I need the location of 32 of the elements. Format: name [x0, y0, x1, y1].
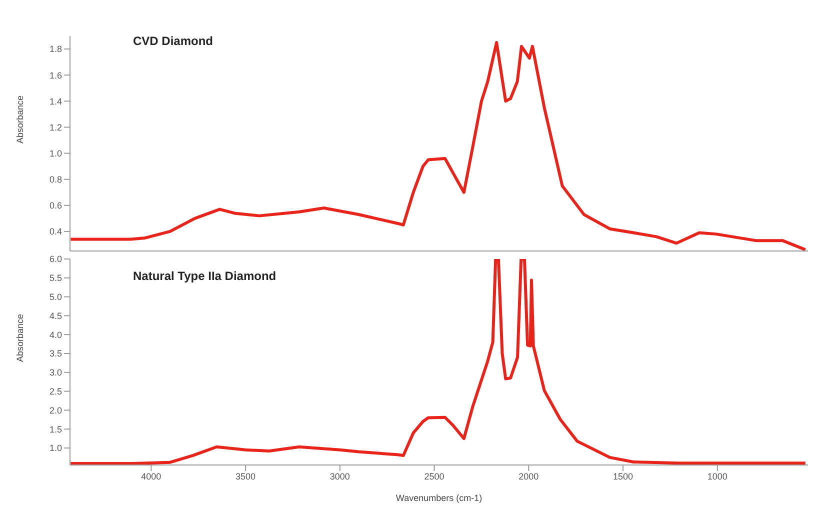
- x-tick-label: 3500: [236, 471, 256, 482]
- chart-title: CVD Diamond: [133, 34, 214, 48]
- y-tick-label: 4.5: [49, 310, 62, 321]
- y-axis-title: Absorbance: [15, 314, 26, 362]
- x-tick-label: 2500: [424, 471, 444, 482]
- y-tick-label: 2.5: [49, 386, 62, 396]
- y-tick-label: 1.8: [49, 44, 62, 54]
- x-tick-label: 3000: [330, 471, 350, 482]
- x-tick-label: 1500: [613, 471, 634, 482]
- y-tick-label: 3.0: [49, 368, 62, 378]
- y-tick-label: 1.6: [49, 70, 62, 80]
- y-tick-label: 5.5: [49, 273, 62, 284]
- text: Natural Type IIa Diamond: [133, 269, 276, 283]
- line-series: [70, 259, 807, 465]
- y-axis-title: Absorbance: [15, 95, 26, 144]
- y-tick-label: 2.0: [49, 405, 62, 416]
- y-tick-label: 0.4: [49, 226, 62, 237]
- x-tick-label: 2000: [518, 471, 539, 482]
- y-tick-label: 6.0: [49, 254, 62, 264]
- y-tick-label: 5.0: [49, 292, 62, 302]
- x-tick-label: 4000: [141, 471, 162, 482]
- x-tick-label: 1000: [707, 471, 728, 482]
- y-tick-label: 0.6: [49, 200, 62, 211]
- x-axis-title: Wavenumbers (cm-1): [396, 493, 482, 503]
- y-tick-label: 1.4: [49, 96, 62, 106]
- y-tick-label: 1.2: [49, 122, 62, 132]
- y-tick-label: 1.0: [49, 148, 62, 158]
- y-tick-label: 4.0: [49, 330, 62, 340]
- y-tick-label: 1.0: [49, 443, 62, 454]
- y-tick-label: 3.5: [49, 348, 62, 359]
- y-tick-label: 1.5: [49, 424, 62, 434]
- y-tick-label: 0.8: [49, 174, 62, 185]
